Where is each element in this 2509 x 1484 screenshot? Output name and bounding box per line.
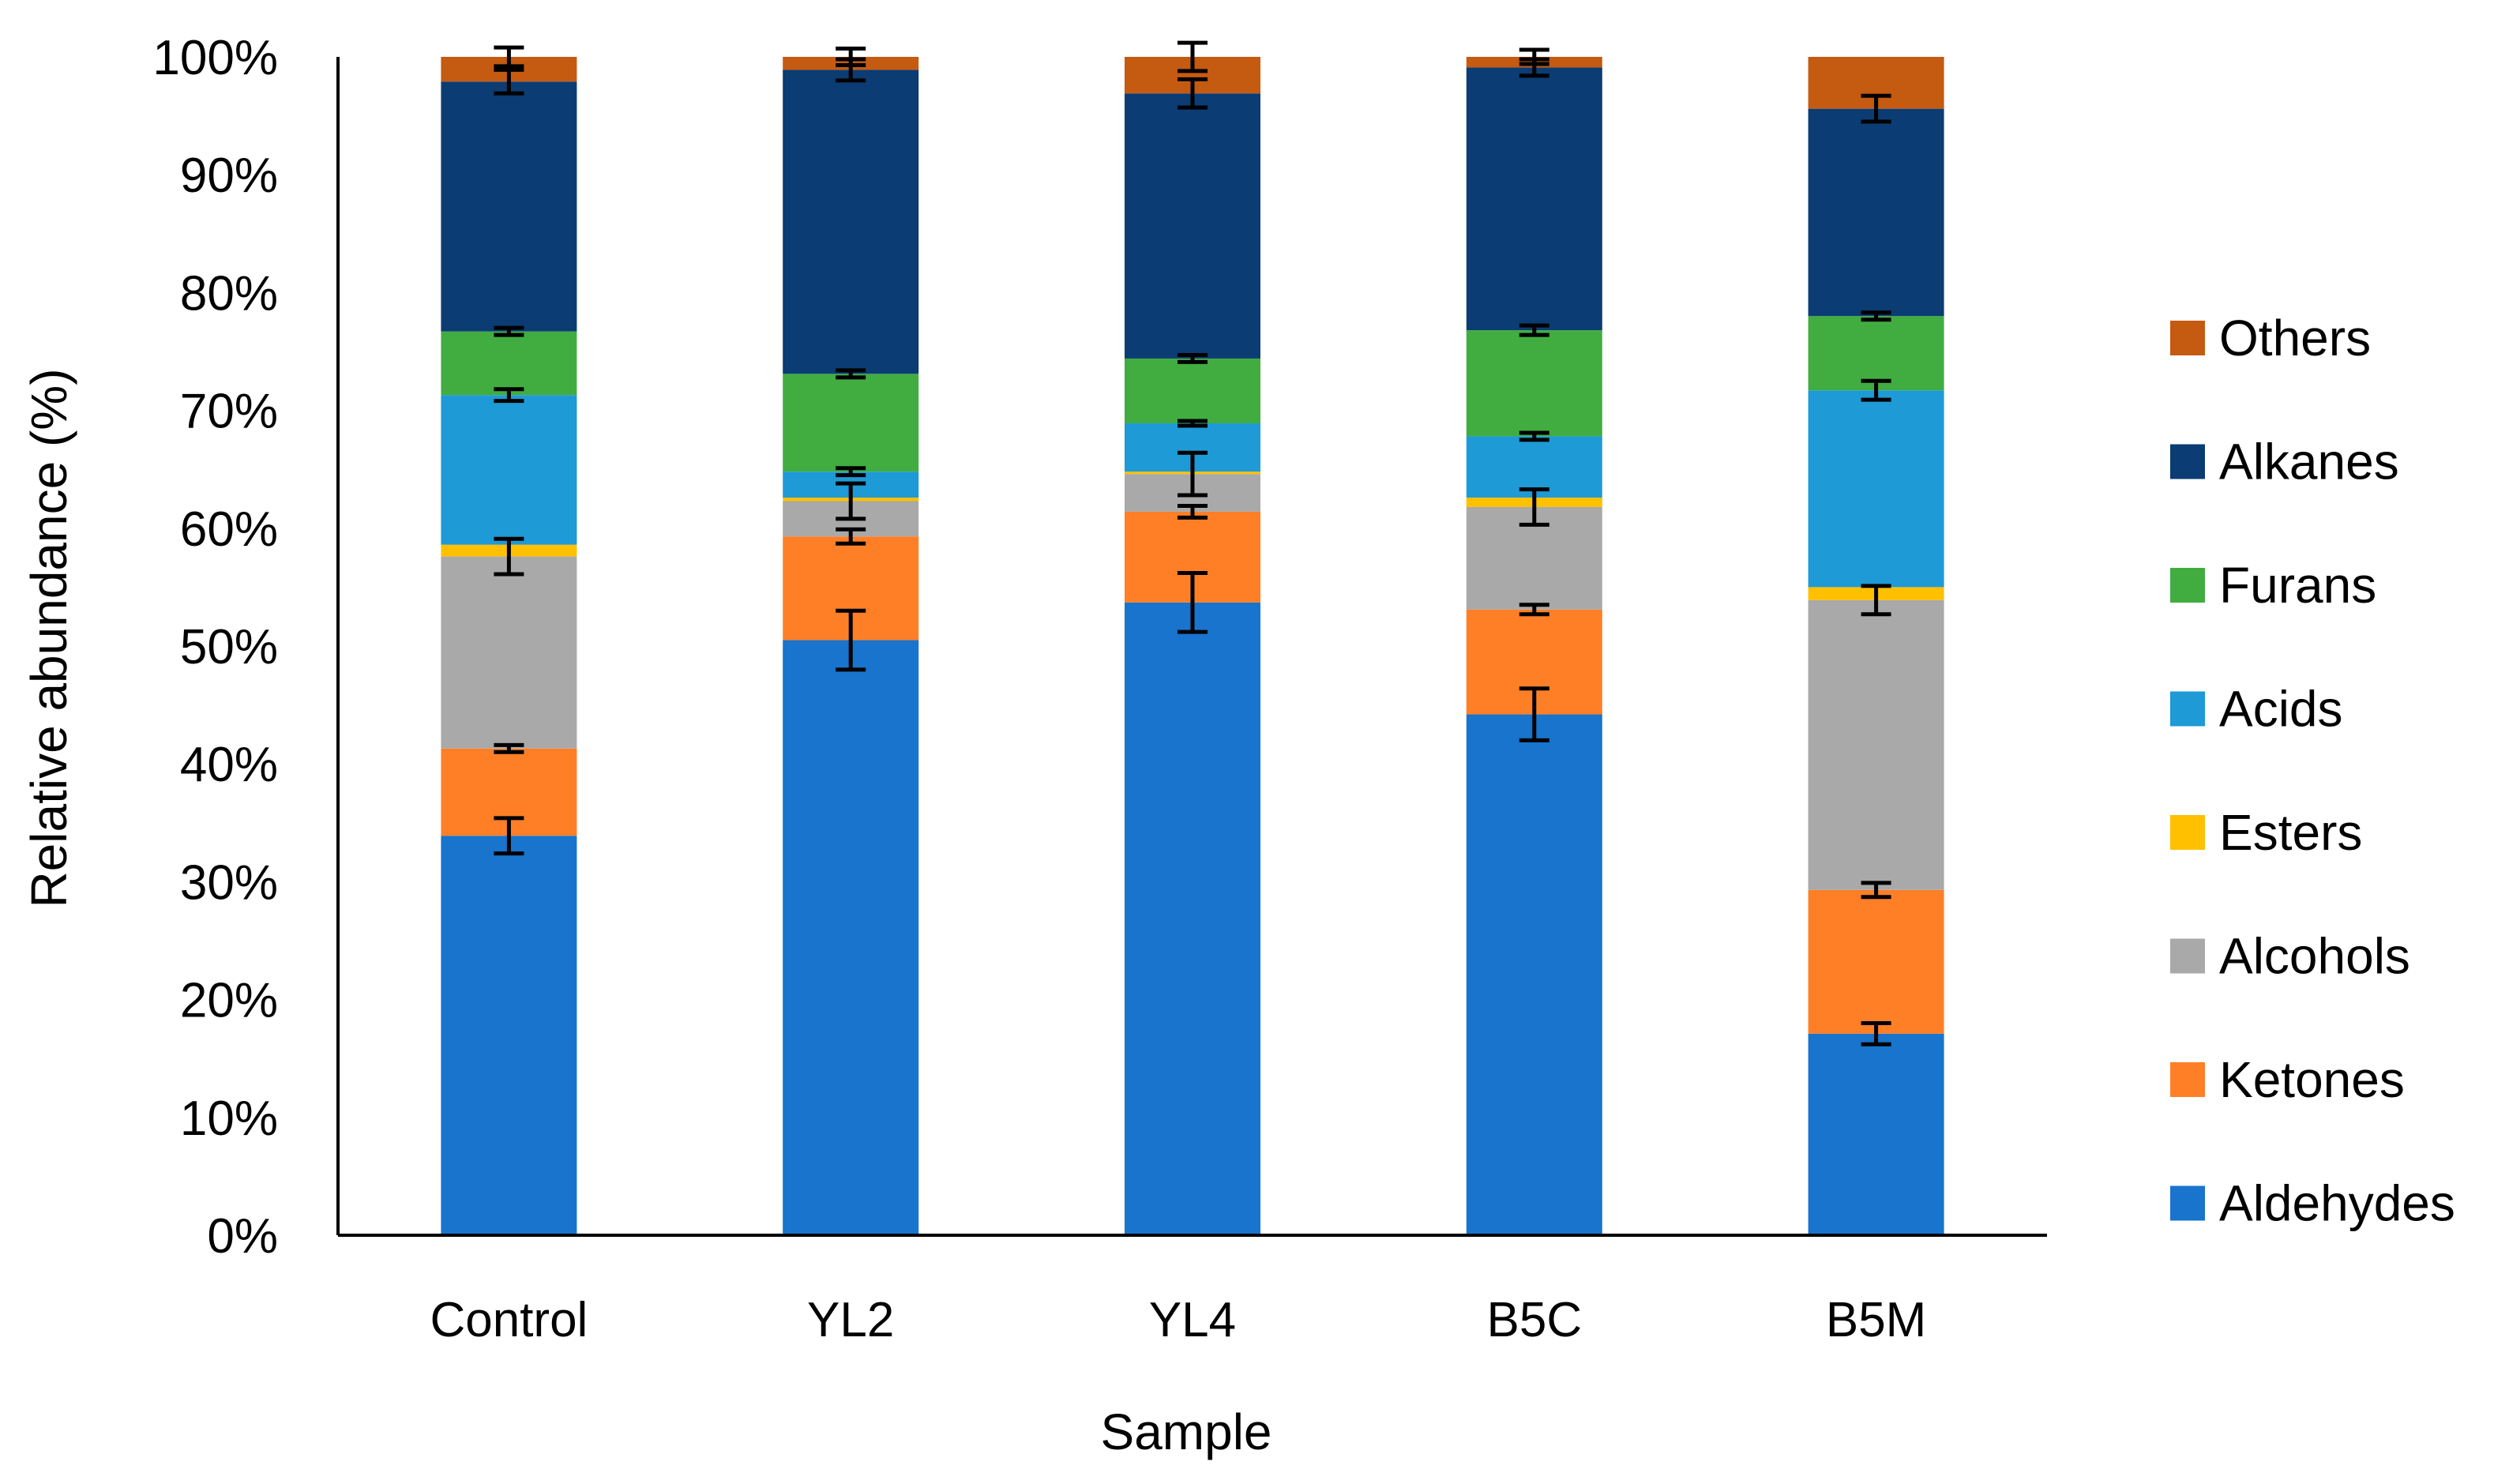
legend-label: Alkanes — [2219, 434, 2399, 490]
error-bar-b5c-aldehydes — [1519, 686, 1549, 742]
error-bar-b5c-acids — [1519, 430, 1549, 442]
legend-swatch — [2170, 568, 2205, 603]
bar-yl4-furans — [1125, 358, 1260, 424]
error-bar-yl2-aldehydes — [836, 608, 866, 672]
bar-b5m-acids — [1808, 390, 1944, 588]
x-tick-label: YL2 — [807, 1293, 894, 1347]
legend-item-ketones: Ketones — [2170, 1051, 2405, 1108]
error-bar-b5m-ketones — [1861, 881, 1891, 900]
bar-b5c-furans — [1466, 330, 1602, 437]
legend-swatch — [2170, 1062, 2205, 1097]
error-bar-yl2-others — [836, 47, 866, 67]
legend-item-alkanes: Alkanes — [2170, 434, 2399, 490]
error-bar-yl4-furans — [1178, 352, 1208, 364]
error-bar-yl4-aldehydes — [1178, 570, 1208, 634]
x-tick-label: B5M — [1826, 1293, 1926, 1347]
error-bar-b5m-acids — [1861, 378, 1891, 402]
y-tick-label: 50% — [180, 620, 278, 674]
bar-control-aldehydes — [441, 836, 577, 1235]
y-tick-label: 20% — [180, 974, 278, 1028]
plot-area — [441, 40, 1944, 1235]
error-bar-yl4-others — [1178, 40, 1208, 73]
error-bar-control-ketones — [494, 742, 524, 754]
bar-b5m-aldehydes — [1808, 1033, 1944, 1235]
error-bar-yl2-ketones — [836, 527, 866, 546]
legend-item-esters: Esters — [2170, 804, 2362, 861]
bar-control-alcohols — [441, 556, 577, 749]
legend-label: Aldehydes — [2219, 1175, 2455, 1232]
bar-b5m-alcohols — [1808, 599, 1944, 890]
x-tick-label: B5C — [1486, 1293, 1582, 1347]
bar-yl2-furans — [783, 374, 919, 472]
bar-control-furans — [441, 331, 577, 396]
bar-control-acids — [441, 395, 577, 545]
y-tick-label: 30% — [180, 855, 278, 910]
legend-swatch — [2170, 321, 2205, 355]
x-tick-label: YL4 — [1149, 1293, 1236, 1347]
error-bar-b5c-ketones — [1519, 603, 1549, 617]
y-tick-label: 40% — [180, 738, 278, 792]
legend-label: Acids — [2219, 681, 2343, 738]
error-bar-b5m-alcohols — [1861, 584, 1891, 617]
legend-item-acids: Acids — [2170, 681, 2343, 738]
legend-label: Ketones — [2219, 1051, 2405, 1108]
error-bar-yl4-acids — [1178, 419, 1208, 428]
error-bar-control-alkanes — [494, 67, 524, 96]
legend-item-others: Others — [2170, 310, 2371, 366]
error-bar-control-alcohols — [494, 536, 524, 577]
error-bar-b5c-others — [1519, 47, 1549, 66]
y-tick-label: 100% — [152, 31, 278, 85]
bar-yl2-aldehydes — [783, 640, 919, 1235]
error-bar-control-furans — [494, 325, 524, 337]
error-bar-b5c-alcohols — [1519, 487, 1549, 527]
error-bar-yl2-alcohols — [836, 481, 866, 521]
legend-item-alcohols: Alcohols — [2170, 928, 2410, 985]
legend-label: Alcohols — [2219, 928, 2410, 985]
legend-swatch — [2170, 691, 2205, 727]
legend: Others Alkanes Furans Acids Esters Alcohols Ke… — [2170, 310, 2455, 1232]
error-bar-control-acids — [494, 387, 524, 404]
legend-swatch — [2170, 1185, 2205, 1221]
legend-swatch — [2170, 938, 2205, 974]
bar-yl4-alkanes — [1125, 93, 1260, 359]
error-bar-yl2-acids — [836, 466, 866, 478]
x-axis-title: Sample — [1101, 1403, 1272, 1460]
y-tick-label: 0% — [207, 1209, 278, 1264]
bar-b5m-alkanes — [1808, 108, 1944, 317]
bar-control-alkanes — [441, 81, 577, 332]
bar-b5m-furans — [1808, 316, 1944, 391]
error-bar-control-aldehydes — [494, 816, 524, 856]
error-bar-yl4-alcohols — [1178, 450, 1208, 498]
axes: 0% 10% 20% 30% 40% 50% 60% 70% 80% 90% 100% Control… — [152, 31, 2047, 1347]
y-tick-label: 80% — [180, 266, 278, 321]
bar-b5m-ketones — [1808, 889, 1944, 1034]
y-tick-label: 90% — [180, 148, 278, 203]
error-bar-yl4-alkanes — [1178, 77, 1208, 110]
legend-item-aldehydes: Aldehydes — [2170, 1175, 2455, 1232]
bar-yl4-aldehydes — [1125, 602, 1260, 1235]
error-bar-b5m-furans — [1861, 310, 1891, 322]
legend-label: Esters — [2219, 804, 2362, 861]
error-bar-yl4-ketones — [1178, 503, 1208, 520]
error-bar-b5m-aldehydes — [1861, 1020, 1891, 1046]
error-bar-yl2-furans — [836, 368, 866, 380]
error-bar-b5m-alkanes — [1861, 93, 1891, 124]
x-tick-label: Control — [430, 1293, 588, 1347]
legend-swatch — [2170, 815, 2205, 850]
y-tick-label: 10% — [180, 1091, 278, 1146]
legend-label: Furans — [2219, 557, 2376, 614]
bar-b5c-alkanes — [1466, 67, 1602, 331]
error-bar-b5c-furans — [1519, 323, 1549, 337]
legend-item-furans: Furans — [2170, 557, 2376, 614]
bar-yl2-alkanes — [783, 70, 919, 374]
legend-label: Others — [2219, 310, 2371, 366]
error-bar-control-others — [494, 45, 524, 69]
y-axis-title: Relative abundance (%) — [21, 368, 77, 907]
y-tick-label: 70% — [180, 385, 278, 439]
legend-swatch — [2170, 444, 2205, 479]
y-tick-label: 60% — [180, 502, 278, 557]
bar-b5c-aldehydes — [1466, 714, 1602, 1235]
